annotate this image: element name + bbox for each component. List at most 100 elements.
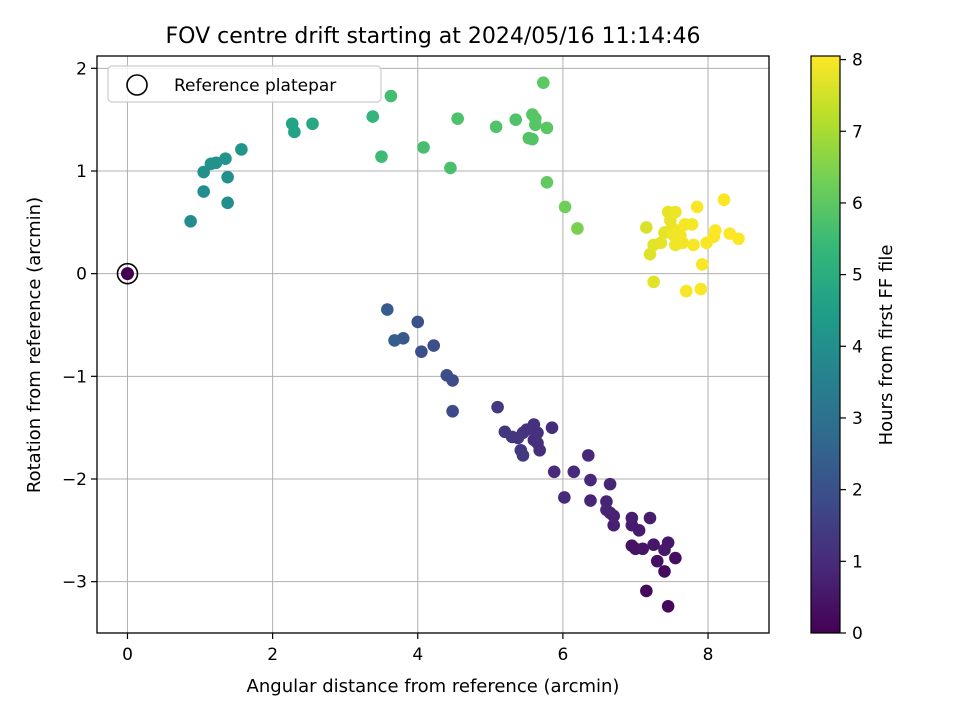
- data-point: [444, 161, 457, 175]
- data-point: [647, 275, 660, 289]
- y-tick-label: 0: [76, 265, 87, 285]
- data-point: [427, 339, 441, 352]
- data-point: [516, 449, 530, 462]
- data-point: [537, 76, 550, 89]
- plot-area-frame: [96, 55, 770, 634]
- y-tick-label: −3: [62, 573, 87, 593]
- data-point: [531, 426, 544, 440]
- legend: Reference platepar: [107, 65, 382, 103]
- x-tick-label: 8: [703, 645, 714, 665]
- colorbar-label: Hours from first FF file: [876, 245, 897, 446]
- x-tick-label: 0: [122, 645, 133, 665]
- data-point: [694, 282, 708, 296]
- data-point: [209, 156, 223, 170]
- data-point: [540, 121, 554, 135]
- data-point: [607, 518, 620, 532]
- data-point: [708, 224, 722, 237]
- data-point: [285, 117, 299, 131]
- data-point: [545, 421, 559, 434]
- data-point: [650, 554, 664, 568]
- data-point: [417, 141, 430, 154]
- data-point: [440, 369, 454, 382]
- x-axis-label: Angular distance from reference (arcmin): [247, 676, 620, 697]
- data-point: [558, 491, 571, 504]
- data-point: [384, 89, 398, 103]
- x-tick-label: 2: [267, 645, 278, 665]
- data-point: [567, 465, 581, 479]
- x-tick-label: 4: [412, 645, 423, 665]
- data-point: [415, 345, 428, 358]
- data-point: [636, 542, 650, 556]
- data-point: [526, 132, 539, 146]
- data-point: [411, 315, 425, 329]
- colorbar: [810, 55, 841, 634]
- data-point: [197, 165, 210, 179]
- y-axis-ticks: −3 −2 −1 0 1 2: [62, 59, 97, 593]
- legend-box: [107, 65, 382, 103]
- colorbar-tick-label: 8: [852, 51, 863, 71]
- data-point: [547, 465, 561, 479]
- data-point: [366, 110, 380, 123]
- data-point: [375, 150, 388, 163]
- data-point: [235, 143, 248, 156]
- data-point: [685, 218, 699, 231]
- legend-label: Reference platepar: [174, 76, 336, 96]
- data-point: [498, 425, 512, 439]
- colorbar-tick-label: 7: [852, 122, 863, 142]
- data-point: [558, 200, 572, 214]
- data-point: [306, 117, 319, 131]
- data-point: [690, 200, 704, 214]
- data-point: [603, 477, 617, 491]
- data-point: [643, 511, 657, 525]
- colorbar-tick-label: 2: [852, 481, 863, 501]
- data-point: [654, 236, 668, 250]
- colorbar-tick-label: 6: [852, 194, 863, 214]
- data-point: [540, 175, 554, 189]
- scatter-points: [184, 76, 745, 613]
- data-point: [571, 222, 584, 235]
- colorbar-tick-label: 5: [852, 266, 863, 286]
- data-point: [658, 543, 671, 557]
- y-tick-label: 2: [76, 59, 87, 79]
- data-point: [687, 238, 700, 252]
- data-point: [446, 404, 459, 418]
- data-point: [669, 551, 682, 565]
- data-point: [625, 539, 639, 553]
- data-point: [451, 112, 464, 125]
- x-tick-label: 6: [557, 645, 568, 665]
- data-point: [625, 511, 639, 525]
- y-tick-label: −2: [62, 470, 87, 490]
- data-point: [640, 584, 653, 598]
- data-point: [717, 193, 731, 207]
- data-point: [600, 503, 613, 517]
- colorbar-tick-label: 0: [852, 624, 863, 644]
- colorbar-tick-label: 4: [852, 337, 863, 357]
- data-point: [509, 113, 523, 126]
- data-point: [584, 473, 597, 487]
- colorbar-tick-label: 3: [852, 409, 863, 429]
- data-point: [219, 152, 232, 165]
- y-axis-label: Rotation from reference (arcmin): [24, 197, 45, 493]
- data-point: [658, 565, 671, 578]
- data-point: [184, 214, 197, 228]
- x-axis-ticks: 0 2 4 6 8: [122, 633, 713, 665]
- data-point: [489, 120, 503, 134]
- chart-title: FOV centre drift starting at 2024/05/16 …: [166, 24, 701, 49]
- data-point: [676, 236, 689, 250]
- y-tick-label: 1: [76, 162, 87, 182]
- data-point: [661, 600, 675, 613]
- y-tick-label: −1: [62, 367, 87, 387]
- data-point: [388, 334, 401, 347]
- reference-ring: [116, 262, 139, 285]
- colorbar-ticks: 0 1 2 3 4 5 6 7 8: [840, 51, 863, 644]
- data-point: [221, 196, 234, 210]
- data-point: [732, 232, 745, 246]
- data-point: [695, 258, 709, 271]
- reference-point: [120, 267, 134, 281]
- data-point: [491, 400, 504, 414]
- data-point: [529, 118, 542, 132]
- data-point: [197, 185, 210, 198]
- data-point: [221, 170, 234, 184]
- data-point: [584, 494, 597, 507]
